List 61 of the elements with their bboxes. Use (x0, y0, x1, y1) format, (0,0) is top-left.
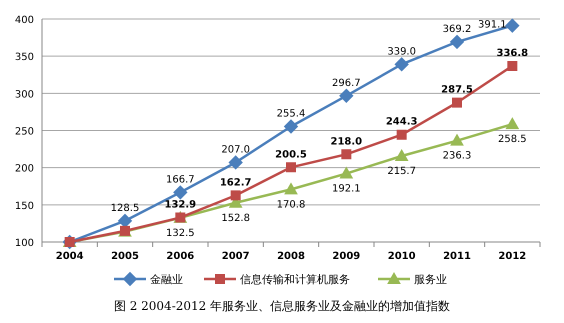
text: 图 2 2004-2012 年服务业、信息服务业及金融业的增加值指数 (114, 299, 450, 313)
data-label: 192.1 (332, 184, 361, 195)
point (505, 18, 520, 33)
data-label: 369.2 (442, 24, 472, 35)
x-tick-label: 2008 (277, 251, 305, 262)
data-label: 244.3 (386, 116, 418, 128)
x-tick-label: 2010 (388, 251, 416, 262)
point (452, 98, 462, 108)
y-tick-label: 200 (14, 164, 34, 175)
point (507, 60, 518, 71)
data-label: 236.3 (442, 150, 472, 162)
point (341, 149, 352, 160)
point (506, 118, 519, 130)
point (228, 155, 243, 170)
data-label: 152.8 (221, 212, 250, 224)
data-label: 215.7 (387, 166, 416, 177)
point (450, 34, 464, 49)
point (286, 162, 296, 172)
point (284, 182, 298, 194)
legend-label: 服务业 (414, 273, 447, 286)
y-tick-label: 300 (14, 89, 34, 100)
data-label: 166.7 (166, 174, 195, 186)
point (284, 119, 298, 134)
data-label: 132.9 (164, 200, 196, 211)
data-label: 336.8 (496, 48, 528, 59)
point (339, 88, 354, 103)
point (394, 57, 409, 72)
data-label: 170.8 (276, 199, 306, 210)
data-label: 200.5 (275, 149, 307, 160)
x-tick-label: 2011 (443, 251, 471, 262)
data-label: 162.7 (220, 177, 252, 188)
x-tick-label: 2012 (498, 251, 526, 262)
data-label: 296.7 (332, 78, 361, 89)
point (340, 167, 353, 179)
data-label: 128.5 (110, 202, 140, 214)
x-tick-label: 2009 (332, 251, 360, 262)
x-tick-label: 2007 (222, 251, 250, 262)
x-tick-label: 2004 (56, 251, 84, 262)
point (395, 149, 408, 161)
y-tick-label: 250 (14, 126, 34, 138)
legend-label: 信息传输和计算机服务 (240, 273, 350, 286)
data-label: 218.0 (330, 136, 362, 148)
point (173, 185, 188, 200)
point (230, 190, 241, 200)
data-label: 391.1 (478, 20, 507, 31)
point (396, 130, 407, 140)
y-tick-label: 150 (14, 200, 34, 212)
y-tick-label: 400 (14, 15, 34, 26)
data-label: 255.4 (276, 108, 306, 120)
legend-label: 金融业 (150, 273, 183, 286)
x-tick-label: 2006 (166, 251, 194, 262)
data-label: 207.0 (221, 144, 250, 156)
data-label: 258.5 (498, 134, 527, 146)
x-tick-label: 2005 (111, 251, 139, 262)
data-label: 287.5 (441, 84, 473, 96)
data-label: 339.0 (387, 46, 416, 58)
y-tick-label: 350 (14, 52, 34, 64)
point (118, 214, 132, 228)
y-tick-label: 100 (14, 238, 34, 249)
data-label: 132.5 (166, 228, 195, 239)
point (450, 134, 464, 146)
